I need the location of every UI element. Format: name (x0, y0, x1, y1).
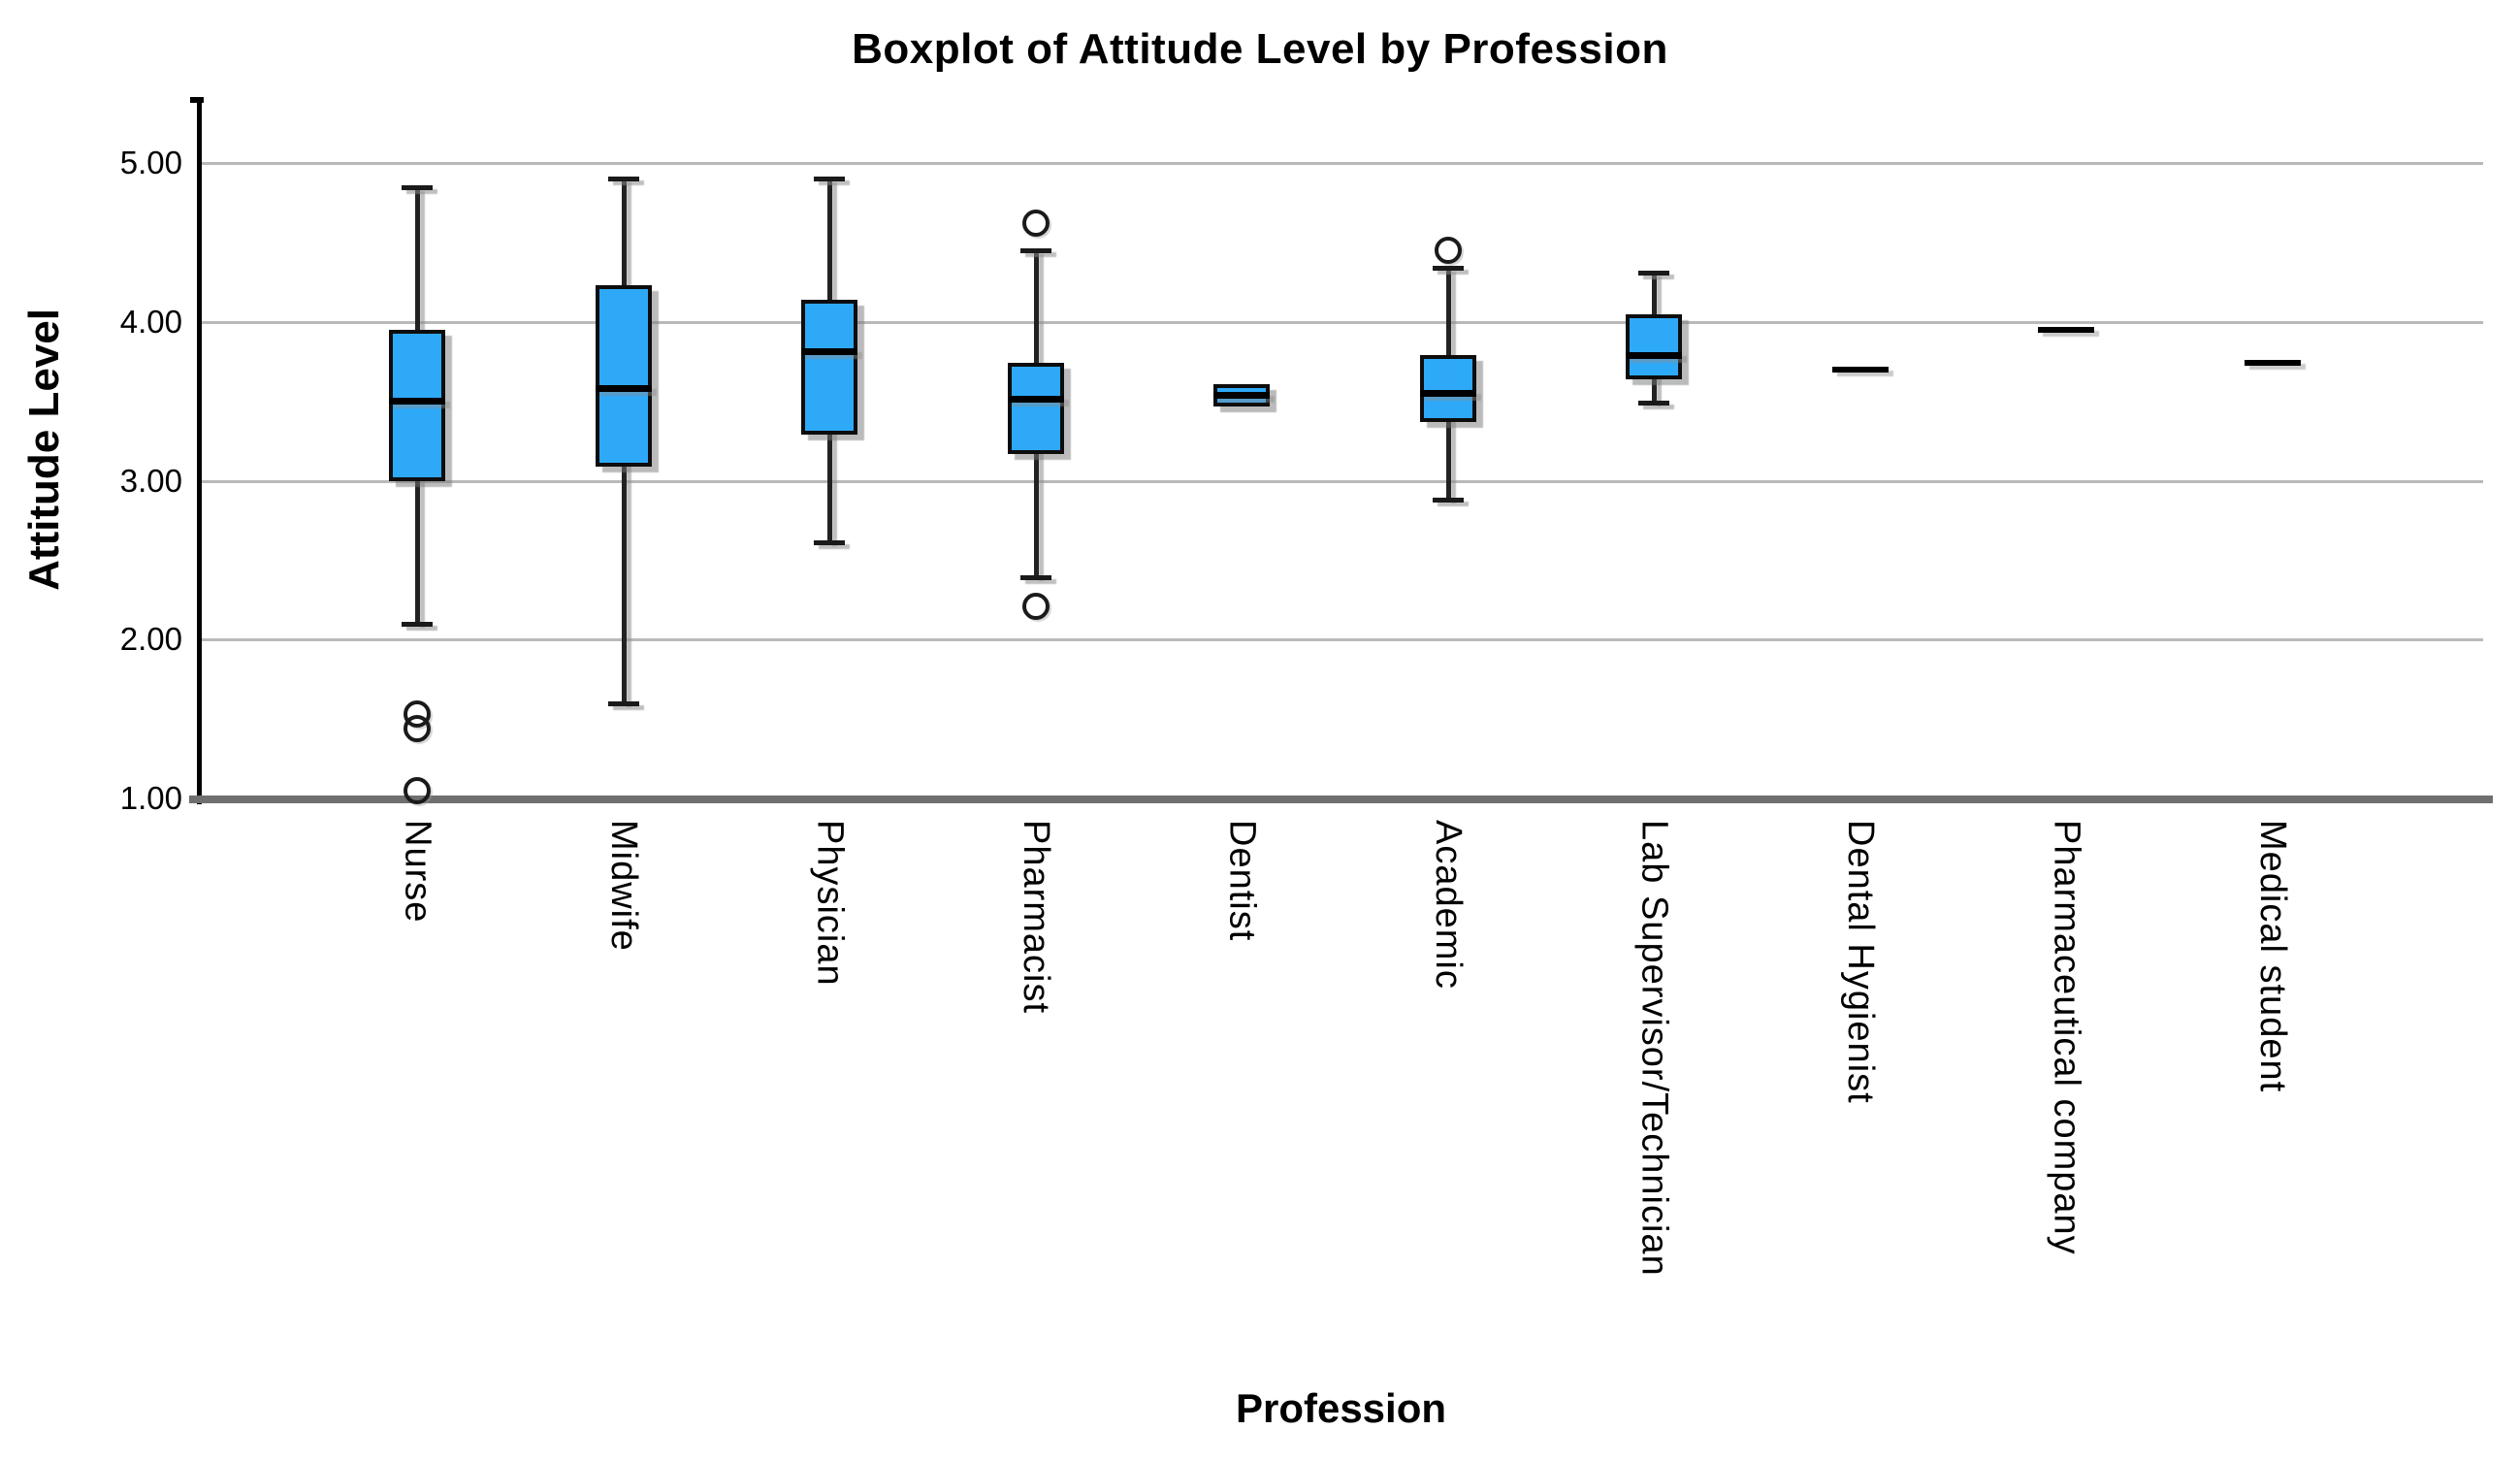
chart-title: Boxplot of Attitude Level by Profession (852, 25, 1668, 73)
median-line (1626, 351, 1682, 359)
boxplot-box (595, 285, 652, 467)
whisker-cap-low (1432, 498, 1464, 504)
x-category-label: Dental Hygienist (1839, 820, 1882, 1402)
median-line (595, 385, 652, 393)
whisker-cap-low (1638, 401, 1669, 406)
outlier-point (1021, 210, 1050, 238)
boxplot-box (1007, 363, 1064, 454)
y-tick-label: 1.00 (119, 780, 182, 816)
x-category-label: Nurse (396, 820, 438, 1402)
outlier-point (1434, 237, 1462, 265)
gridline (199, 479, 2483, 483)
x-axis-line (189, 796, 2493, 803)
x-category-label-text: Lab Supervisor/Technician (1633, 820, 1675, 1277)
median-line (1213, 391, 1270, 399)
x-category-label-text: Pharmaceutical company (2046, 820, 2087, 1255)
whisker-cap-low (1019, 575, 1051, 581)
whisker-cap-high (607, 177, 639, 182)
whisker-cap-high (1019, 248, 1051, 254)
median-line (389, 398, 445, 406)
outlier-point (404, 714, 431, 742)
gridline (199, 320, 2483, 324)
whisker-cap-low (607, 700, 639, 706)
gridline (199, 638, 2483, 642)
outlier-point (404, 776, 431, 804)
boxplot-box (389, 329, 445, 481)
x-category-label-text: Dentist (1221, 820, 1263, 942)
x-category-label-text: Dental Hygienist (1840, 820, 1881, 1104)
x-category-label-text: Pharmacist (1016, 820, 1056, 1015)
y-tick-label: 5.00 (119, 145, 182, 180)
x-category-label: Midwife (602, 820, 645, 1402)
whisker-cap-low (402, 621, 433, 627)
x-category-label: Dentist (1220, 820, 1263, 1402)
x-category-label: Pharmaceutical company (2045, 820, 2087, 1402)
y-axis-line (197, 97, 202, 804)
x-category-label: Medical student (2251, 820, 2294, 1402)
whisker-cap-high (1638, 270, 1669, 276)
x-axis-title: Profession (1235, 1385, 1447, 1431)
median-line (1831, 366, 1889, 373)
boxplot-box (1626, 313, 1682, 379)
median-line (1007, 396, 1064, 404)
whisker-cap-high (402, 184, 433, 190)
whisker-cap-high (814, 177, 845, 182)
x-category-label-text: Midwife (603, 820, 644, 952)
median-line (1419, 389, 1476, 397)
y-axis-top-cap (190, 97, 204, 103)
y-tick-label: 2.00 (119, 621, 182, 658)
x-category-label: Pharmacist (1015, 820, 1057, 1402)
x-category-label-text: Medical student (2252, 820, 2293, 1093)
outlier-point (1021, 592, 1050, 620)
boxplot-box (801, 299, 857, 435)
x-category-label: Academic (1427, 820, 1470, 1402)
median-line (2038, 326, 2094, 333)
median-line (2244, 360, 2301, 367)
gridline (199, 162, 2483, 165)
x-category-label: Physician (808, 820, 851, 1402)
whisker-cap-low (814, 540, 845, 546)
x-category-label: Lab Supervisor/Technician (1632, 820, 1675, 1402)
median-line (801, 348, 857, 356)
y-tick-label: 4.00 (119, 303, 182, 340)
x-category-label-text: Academic (1428, 820, 1469, 990)
x-category-label-text: Nurse (397, 820, 438, 924)
x-category-label-text: Physician (809, 820, 851, 987)
whisker-cap-high (1432, 266, 1464, 272)
y-tick-label: 3.00 (119, 462, 182, 499)
boxplot-box (1419, 355, 1476, 422)
